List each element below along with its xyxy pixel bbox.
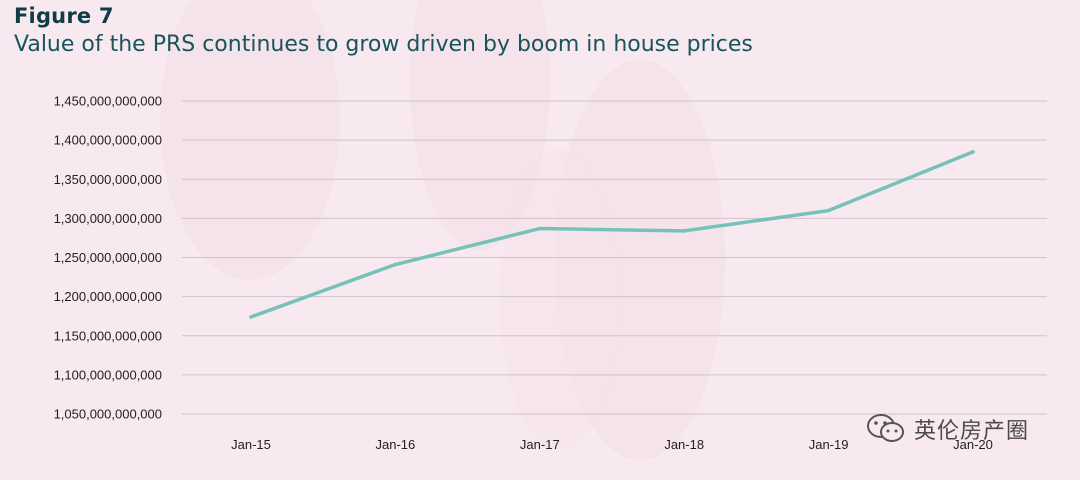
data-point (682, 229, 686, 233)
watermark: 英伦房产圈 (866, 412, 1029, 446)
data-point (538, 226, 542, 231)
data-point (249, 315, 253, 319)
chart-title: Value of the PRS continues to grow drive… (14, 32, 753, 57)
y-tick-label: 1,350,000,000,000 (54, 172, 162, 187)
y-tick-label: 1,250,000,000,000 (54, 250, 162, 265)
data-point (971, 150, 975, 154)
y-tick-label: 1,200,000,000,000 (54, 289, 162, 304)
y-tick-label: 1,400,000,000,000 (54, 133, 162, 148)
y-tick-label: 1,100,000,000,000 (54, 367, 162, 382)
watermark-text: 英伦房产圈 (914, 419, 1030, 444)
data-point (826, 208, 831, 213)
x-tick-label: Jan-20 (953, 437, 993, 452)
y-tick-label: 1,150,000,000,000 (54, 328, 162, 343)
y-tick-label: 1,050,000,000,000 (54, 407, 162, 422)
series-line (249, 150, 975, 319)
x-tick-label: Jan-15 (231, 437, 271, 452)
x-tick-label: Jan-16 (376, 437, 416, 452)
wechat-icon (867, 414, 904, 442)
x-tick-label: Jan-19 (809, 437, 849, 452)
y-tick-label: 1,300,000,000,000 (54, 211, 162, 226)
x-tick-label: Jan-18 (664, 437, 704, 452)
figure-label: Figure 7 (14, 4, 114, 28)
y-tick-label: 1,450,000,000,000 (54, 94, 162, 109)
data-point (393, 262, 398, 267)
x-tick-label: Jan-17 (520, 437, 560, 452)
